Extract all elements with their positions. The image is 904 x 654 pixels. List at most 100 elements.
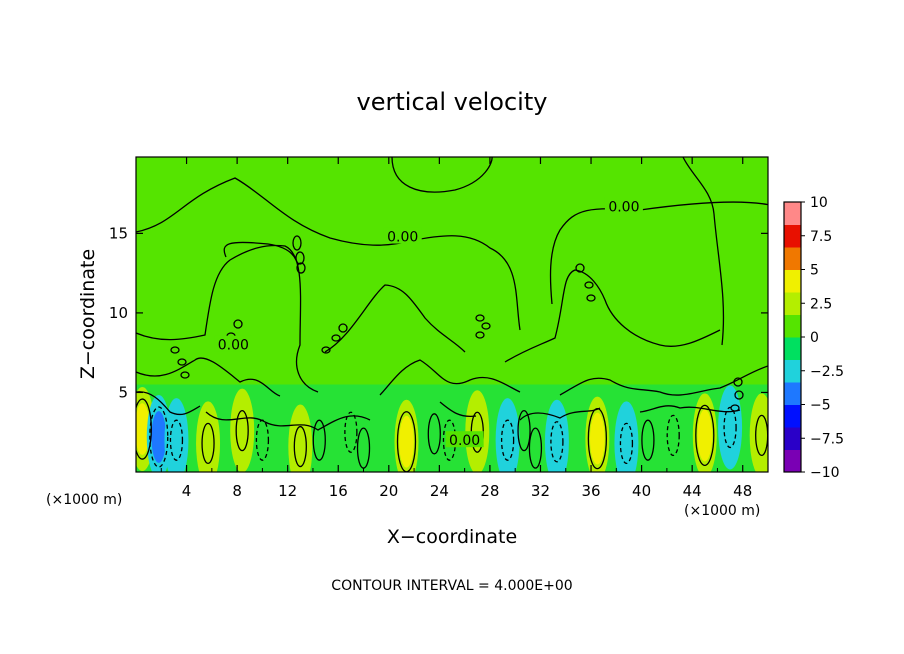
contour-loop: [295, 251, 305, 265]
x-tick-label: 32: [531, 482, 550, 500]
heatmap-cell: [589, 412, 605, 465]
x-unit-label-right: (×1000 m): [684, 503, 761, 519]
contour-loop: [296, 262, 306, 274]
contour-core: [293, 425, 307, 468]
contour-label-bg: [214, 335, 253, 352]
heatmap-cell: [495, 398, 520, 472]
contour-line: [136, 244, 319, 393]
contour-core: [528, 427, 543, 469]
contour-line: [136, 391, 201, 416]
contour-core: [201, 422, 215, 465]
contour-lines: [136, 157, 768, 472]
colorbar-tick-label: −5: [810, 398, 831, 414]
contour-loop: [475, 314, 485, 322]
contour-core: [169, 419, 184, 461]
contour-label: 0.00: [387, 230, 418, 246]
y-tick-label: 15: [109, 224, 128, 242]
colorbar-segment: [784, 247, 801, 270]
colorbar-segment: [784, 382, 801, 405]
x-tick-label: 4: [182, 482, 192, 500]
heatmap-cell: [164, 398, 189, 472]
contour-line: [223, 241, 297, 261]
contour-core: [149, 406, 169, 468]
x-axis-label: X−coordinate: [386, 526, 518, 548]
colorbar-tick-label: −2.5: [810, 364, 844, 380]
contour-line: [379, 359, 521, 396]
colorbar-segment: [784, 224, 801, 248]
x-tick-label: 36: [581, 482, 600, 500]
contour-loop: [586, 294, 596, 302]
contour-line: [205, 411, 371, 431]
contour-loop: [170, 346, 180, 354]
colorbar-tick-label: −7.5: [810, 431, 844, 447]
heatmap-cell: [749, 393, 768, 472]
contour-labels: 0.00 0.00 0.00 0.00: [214, 197, 643, 449]
x-tick-label: 16: [329, 482, 348, 500]
contour-label: 0.00: [449, 433, 480, 449]
contour-core: [619, 422, 634, 465]
heatmap-cell: [544, 399, 569, 472]
colorbar: 10 7.5 5 2.5 0 −2.5 −5 −7.5 −10: [783, 195, 844, 481]
heatmap-field: [136, 157, 768, 472]
x-tick-label: 48: [733, 482, 752, 500]
contour-label: 0.00: [608, 199, 639, 215]
contour-loop: [475, 331, 485, 339]
contour-core: [723, 406, 737, 449]
contour-loop: [481, 322, 491, 330]
contour-interval-note: CONTOUR INTERVAL = 4.000E+00: [331, 578, 573, 594]
contour-loop: [584, 281, 594, 289]
heatmap-cell: [718, 385, 743, 470]
plot-frame: [135, 156, 769, 473]
contour-core: [344, 411, 358, 453]
contour-core: [427, 413, 441, 455]
heatmap-cell: [399, 415, 414, 468]
colorbar-tick-label: 10: [810, 195, 828, 211]
x-tick-label: 8: [232, 482, 242, 500]
contour-line: [549, 201, 768, 305]
contour-line: [504, 269, 721, 363]
contour-line: [391, 157, 493, 193]
colorbar-tick-label: 2.5: [810, 296, 832, 312]
y-tick-label: 10: [109, 304, 128, 322]
x-tick-label: 24: [430, 482, 449, 500]
contour-loop: [575, 263, 585, 273]
contour-line: [519, 407, 601, 421]
contour-line: [439, 401, 477, 418]
x-tick-label: 28: [480, 482, 499, 500]
colorbar-segment: [784, 359, 801, 383]
heatmap-cell: [465, 390, 490, 472]
contour-loop: [734, 390, 744, 400]
contour-core: [136, 398, 152, 460]
contour-core: [550, 421, 564, 463]
x-tick-label: 44: [683, 482, 702, 500]
heatmap-cell: [136, 403, 150, 455]
contour-core: [666, 414, 680, 457]
contour-label-bg: [445, 431, 484, 448]
colorbar-segment: [784, 202, 801, 225]
contour-loop: [338, 323, 348, 333]
contour-core: [517, 409, 531, 452]
heatmap-cell: [288, 404, 313, 472]
colorbar-segment: [784, 292, 801, 315]
colorbar-segment: [784, 269, 801, 293]
x-tick-label: 12: [278, 482, 297, 500]
colorbar-segment: [784, 404, 801, 428]
contour-line: [324, 284, 466, 353]
contour-line: [639, 405, 741, 413]
contour-core: [695, 404, 715, 467]
contour-label-bg: [383, 227, 422, 244]
contour-line: [136, 177, 521, 331]
contour-line: [682, 157, 725, 346]
contour-loop: [331, 334, 341, 342]
colorbar-segment: [784, 314, 801, 338]
contour-loop: [292, 235, 302, 251]
heatmap-cell: [230, 388, 255, 472]
contour-core: [235, 409, 249, 452]
contour-label-bg: [604, 197, 643, 214]
contour-core: [641, 419, 655, 461]
heatmap-cell: [614, 401, 639, 472]
y-axis-label: Z−coordinate: [77, 248, 99, 380]
colorbar-tick-label: −10: [810, 465, 840, 481]
